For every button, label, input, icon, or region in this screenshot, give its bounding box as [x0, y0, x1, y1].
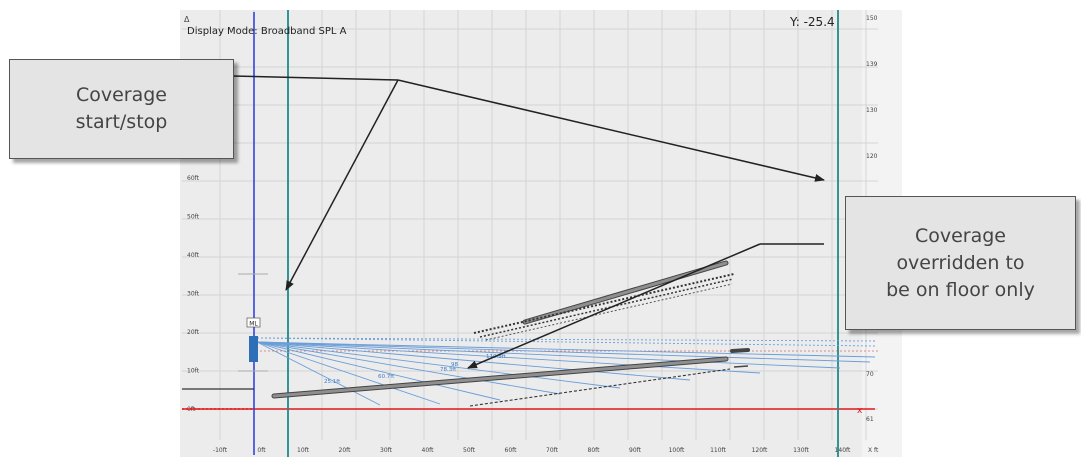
- ray-line: [256, 341, 871, 363]
- right-scale-label: 70: [866, 371, 874, 378]
- speaker-array: [249, 336, 258, 362]
- right-scale-label: 61: [866, 416, 874, 423]
- ray-line: [256, 341, 876, 358]
- arrow-to-floor-coverage: [467, 243, 761, 369]
- plot-area: [180, 10, 880, 457]
- x-tick-label: 10ft: [297, 447, 310, 454]
- x-tick-label: 0ft: [257, 447, 266, 454]
- x-tick-label: 50ft: [463, 447, 476, 454]
- callout-coverage-overridden-text: Coverage overridden to be on floor only: [886, 224, 1035, 301]
- right-scale-label: 130: [866, 107, 878, 114]
- ray-line: [256, 341, 501, 401]
- x-tick-label: 90ft: [629, 447, 642, 454]
- floor-dashed-edge: [469, 368, 731, 407]
- floor-audience-surface-fill: [272, 357, 728, 398]
- y-tick-label: 20ft: [187, 329, 200, 336]
- y-tick-label: 40ft: [187, 252, 200, 259]
- ray-line: [256, 341, 561, 395]
- x-tick-label: 30ft: [380, 447, 393, 454]
- callout-coverage-start-stop: Coverage start/stop: [9, 59, 234, 159]
- x-tick-label: 70ft: [546, 447, 559, 454]
- x-tick-label: 140ft: [835, 447, 851, 454]
- x-tick-label: 130ft: [793, 447, 809, 454]
- x-axis-ticks: -10ft 0ft 10ft 20ft 30ft 40ft 50ft 60ft 70ft 80ft…: [213, 447, 879, 454]
- ray-line: [256, 341, 761, 374]
- ray-line-dotted: [256, 337, 876, 347]
- x-tick-label: 20ft: [339, 447, 352, 454]
- floor-end-marker: x: [857, 406, 863, 416]
- ray-label: 60.7ft: [378, 374, 395, 380]
- x-tick-label: 110ft: [710, 447, 726, 454]
- ray-line: [256, 341, 841, 369]
- x-tick-label: 60ft: [505, 447, 518, 454]
- ray-line: [256, 341, 441, 405]
- x-tick-label: 120ft: [752, 447, 768, 454]
- y-tick-label: 60ft: [187, 175, 200, 182]
- right-scale-labels: 150 139 130 120 70 61: [866, 15, 878, 423]
- x-tick-label: 100ft: [669, 447, 685, 454]
- ray-line-dotted: [256, 337, 876, 342]
- side-segment-small: [733, 365, 749, 368]
- speaker-label-box: [246, 317, 261, 328]
- arrow-to-coverage-stop: [397, 79, 825, 182]
- callout-coverage-overridden: Coverage overridden to be on floor only: [845, 196, 1076, 330]
- side-segment: [730, 348, 750, 353]
- y-tick-label: 10ft: [187, 368, 200, 375]
- arrow-to-coverage-start: [285, 79, 399, 291]
- ray-line: [256, 341, 621, 389]
- display-mode-label: Display Mode: Broadband SPL A: [187, 26, 347, 37]
- ray-label: 78.3ft: [440, 367, 457, 373]
- ray-line: [256, 341, 381, 406]
- x-tick-label: -10ft: [213, 447, 228, 454]
- speaker-label: ML: [249, 321, 258, 328]
- x-tick-label: 40ft: [422, 447, 435, 454]
- balcony-dashed-2: [479, 278, 734, 338]
- x-tick-label: 80ft: [588, 447, 601, 454]
- right-scale-label: 120: [866, 153, 878, 160]
- callout-leader-top: [231, 75, 399, 81]
- x-axis-label: X ft: [868, 447, 879, 454]
- right-scale-label: 139: [866, 61, 878, 68]
- ray-label: 110.3ft: [486, 354, 507, 360]
- y-tick-label: 30ft: [187, 291, 200, 298]
- y-readout: Y: -25.4: [790, 15, 835, 29]
- right-scale-label: 150: [866, 15, 878, 22]
- ray-label: 25.1ft: [324, 379, 341, 385]
- callout-coverage-start-stop-text: Coverage start/stop: [75, 84, 168, 133]
- balcony-dashed-1: [473, 273, 735, 334]
- grid-lines: [182, 10, 878, 440]
- ray-label: 98: [451, 362, 458, 368]
- y-tick-label: 50ft: [187, 214, 200, 221]
- z-axis-marker: Δ: [184, 15, 190, 24]
